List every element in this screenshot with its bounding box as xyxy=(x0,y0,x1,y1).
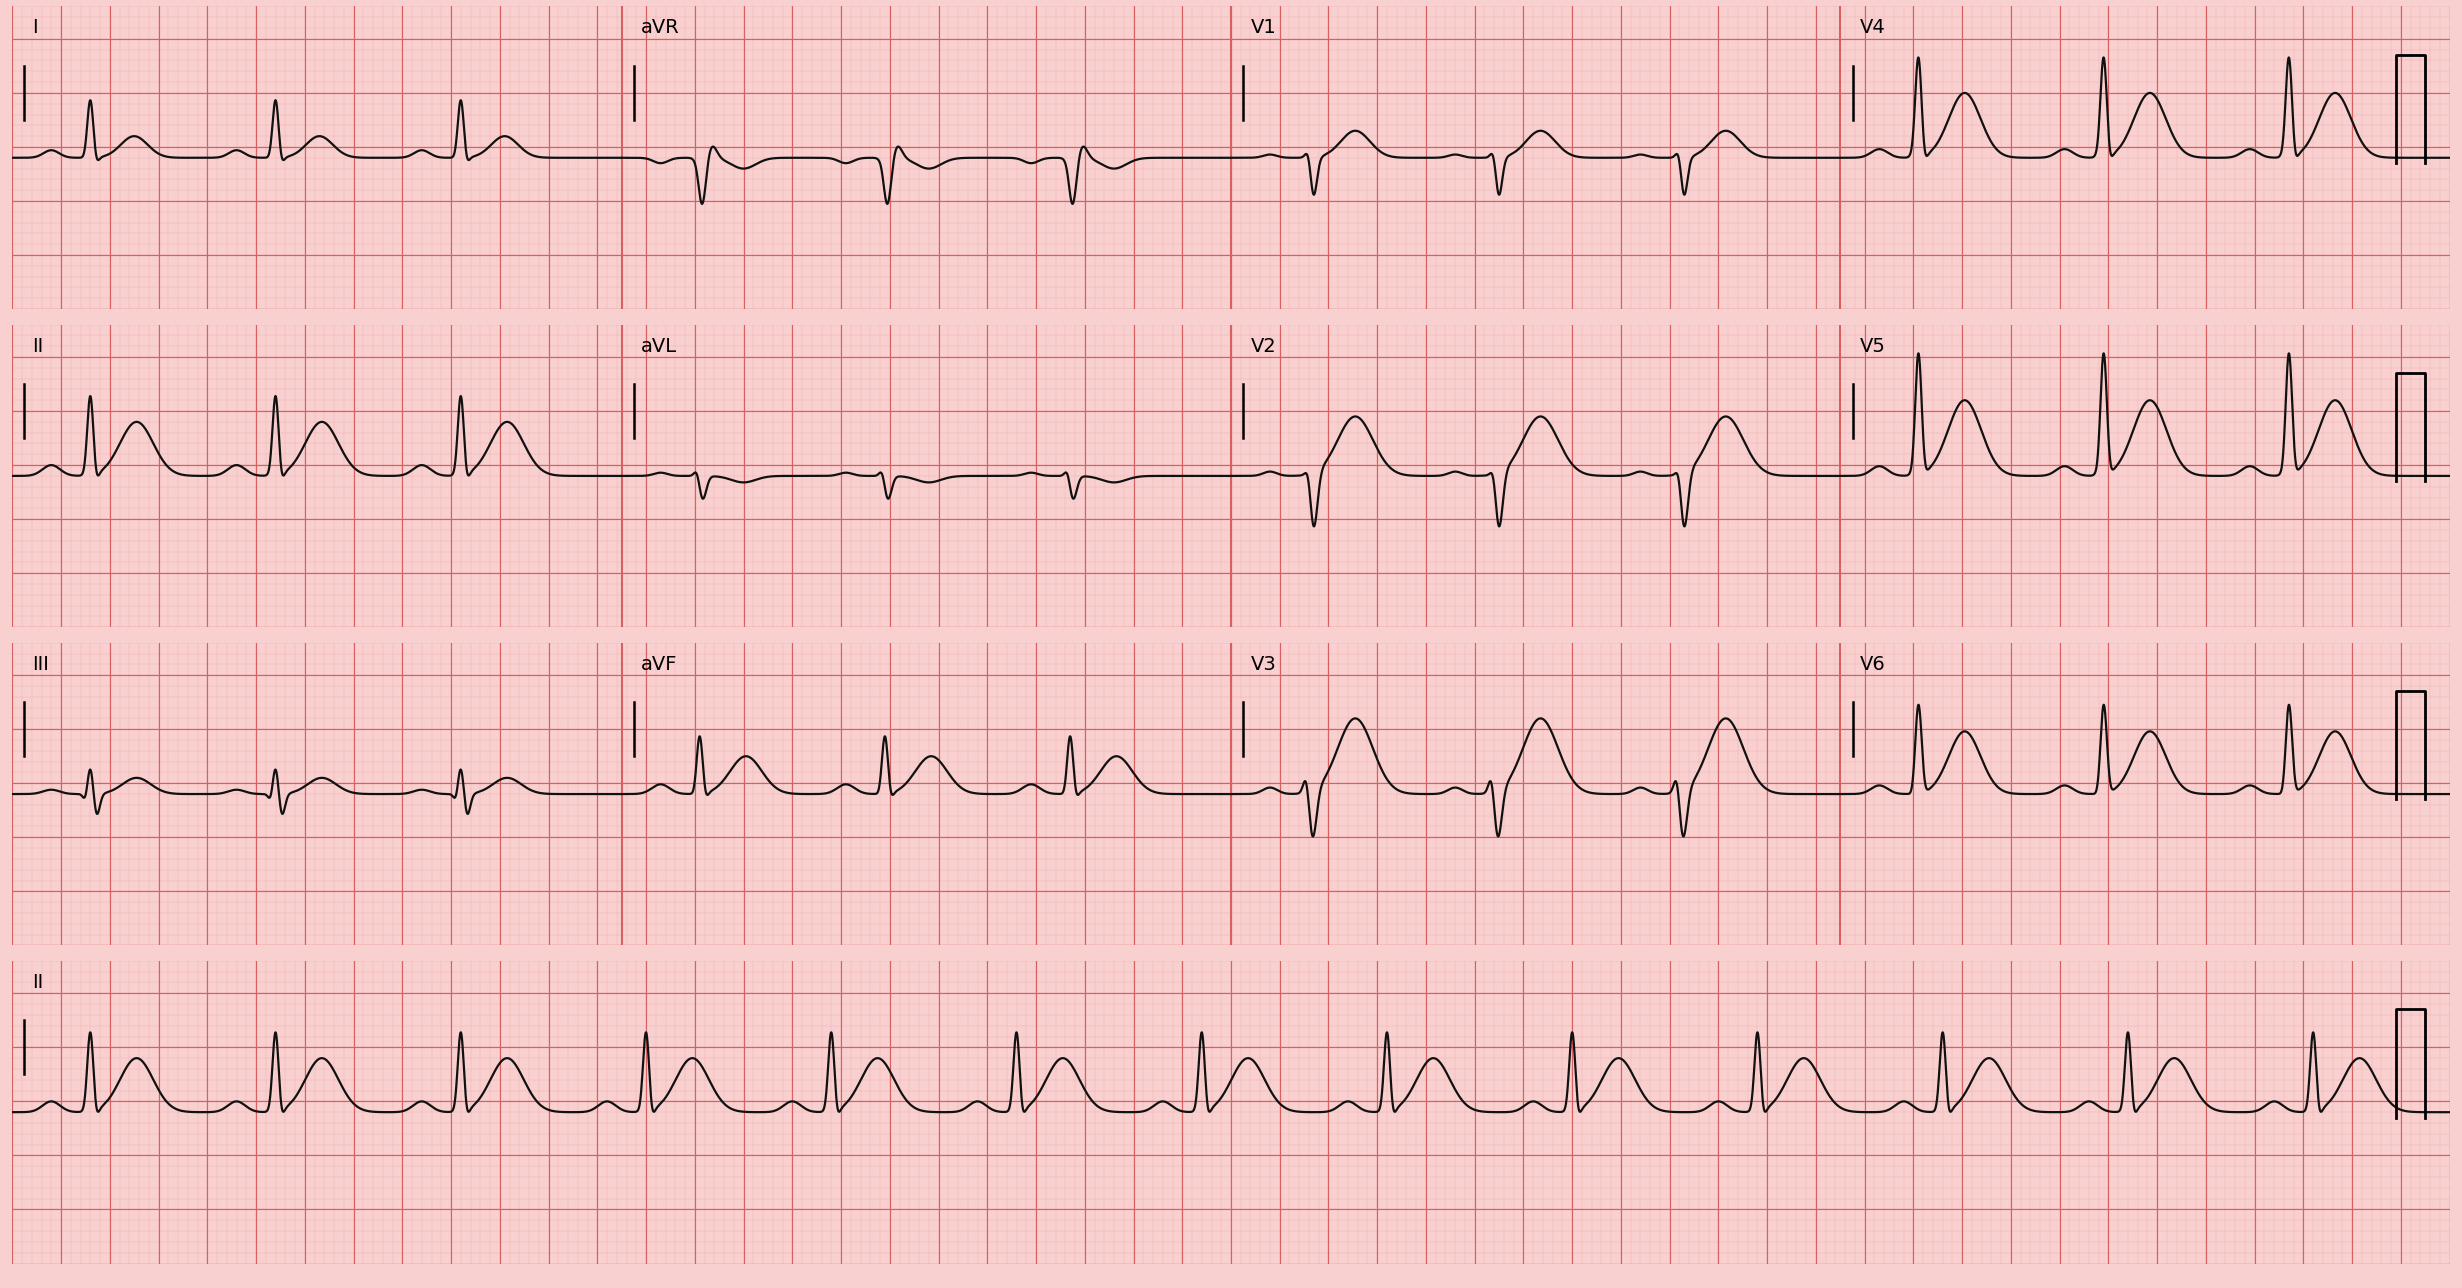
Text: III: III xyxy=(32,654,49,674)
Text: V6: V6 xyxy=(1859,654,1886,674)
Text: aVF: aVF xyxy=(640,654,677,674)
Text: I: I xyxy=(32,18,37,37)
Text: aVR: aVR xyxy=(640,18,680,37)
Text: V3: V3 xyxy=(1251,654,1275,674)
Text: V2: V2 xyxy=(1251,336,1275,355)
Text: II: II xyxy=(32,972,42,992)
Text: V4: V4 xyxy=(1859,18,1886,37)
Text: II: II xyxy=(32,336,42,355)
Text: aVL: aVL xyxy=(640,336,677,355)
Text: V5: V5 xyxy=(1859,336,1886,355)
Text: V1: V1 xyxy=(1251,18,1275,37)
